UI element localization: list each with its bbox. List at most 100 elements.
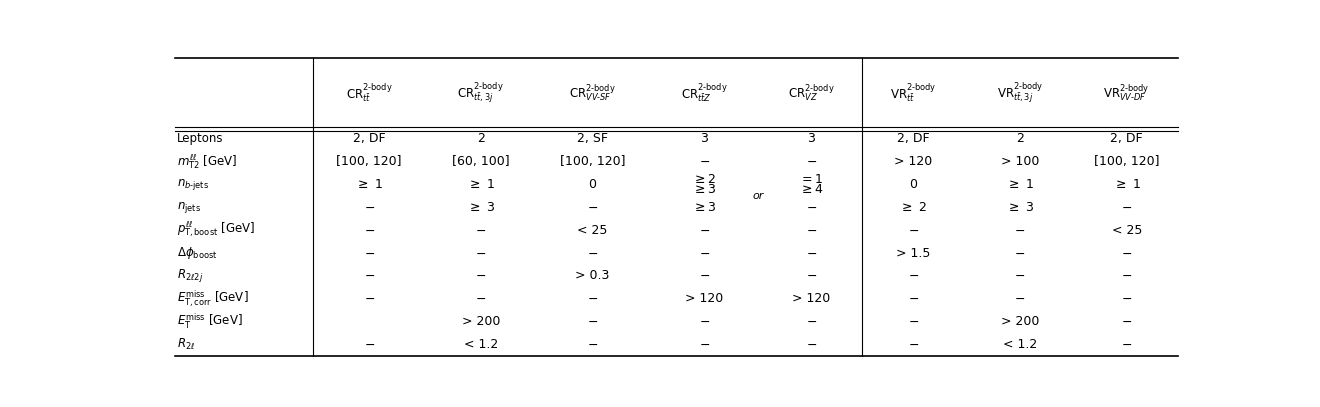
Text: $p^{\ell\ell}_{\mathrm{T,boost}}$ [GeV]: $p^{\ell\ell}_{\mathrm{T,boost}}$ [GeV] xyxy=(177,220,256,240)
Text: $-$: $-$ xyxy=(698,315,710,328)
Text: $E^{\mathrm{miss}}_{\mathrm{T,corr}}$ [GeV]: $E^{\mathrm{miss}}_{\mathrm{T,corr}}$ [G… xyxy=(177,289,249,309)
Text: $-$: $-$ xyxy=(1014,269,1026,282)
Text: $-$: $-$ xyxy=(908,269,919,282)
Text: $\geq$ 3: $\geq$ 3 xyxy=(1006,201,1034,214)
Text: CR$^{\mathrm{2\text{-}body}}_{t\bar{t}}$: CR$^{\mathrm{2\text{-}body}}_{t\bar{t}}$ xyxy=(346,81,392,104)
Text: CR$^{\mathrm{2\text{-}body}}_{t\bar{t}Z}$: CR$^{\mathrm{2\text{-}body}}_{t\bar{t}Z}… xyxy=(681,81,727,104)
Text: $\geq$ 1: $\geq$ 1 xyxy=(1113,178,1140,191)
Text: $= 1$: $= 1$ xyxy=(799,173,824,186)
Text: $-$: $-$ xyxy=(805,338,817,351)
Text: $-$: $-$ xyxy=(475,269,487,282)
Text: $-$: $-$ xyxy=(363,269,375,282)
Text: CR$^{\mathrm{2\text{-}body}}_{VZ}$: CR$^{\mathrm{2\text{-}body}}_{VZ}$ xyxy=(788,82,834,103)
Text: 2, DF: 2, DF xyxy=(1110,132,1143,145)
Text: $-$: $-$ xyxy=(1121,338,1133,351)
Text: or: or xyxy=(752,191,763,201)
Text: $\geq 4$: $\geq 4$ xyxy=(799,183,824,196)
Text: > 120: > 120 xyxy=(685,292,723,305)
Text: $-$: $-$ xyxy=(1121,315,1133,328)
Text: $n_{b\text{-jets}}$: $n_{b\text{-jets}}$ xyxy=(177,177,210,192)
Text: $-$: $-$ xyxy=(587,315,598,328)
Text: $\Delta\phi_{\mathrm{boost}}$: $\Delta\phi_{\mathrm{boost}}$ xyxy=(177,245,218,261)
Text: $-$: $-$ xyxy=(805,247,817,260)
Text: > 200: > 200 xyxy=(1001,315,1039,328)
Text: 0: 0 xyxy=(589,178,597,191)
Text: $-$: $-$ xyxy=(363,223,375,236)
Text: CR$^{\mathrm{2\text{-}body}}_{t\bar{t},3j}$: CR$^{\mathrm{2\text{-}body}}_{t\bar{t},3… xyxy=(458,81,504,105)
Text: 2: 2 xyxy=(477,132,484,145)
Text: $-$: $-$ xyxy=(363,247,375,260)
Text: $-$: $-$ xyxy=(363,338,375,351)
Text: [100, 120]: [100, 120] xyxy=(337,155,401,168)
Text: $n_{\mathrm{jets}}$: $n_{\mathrm{jets}}$ xyxy=(177,200,201,215)
Text: $-$: $-$ xyxy=(908,292,919,305)
Text: $-$: $-$ xyxy=(1121,201,1133,214)
Text: $-$: $-$ xyxy=(908,315,919,328)
Text: > 120: > 120 xyxy=(792,292,830,305)
Text: $-$: $-$ xyxy=(475,292,487,305)
Text: $-$: $-$ xyxy=(805,269,817,282)
Text: $\geq$ 2: $\geq$ 2 xyxy=(899,201,927,214)
Text: < 1.2: < 1.2 xyxy=(1003,338,1038,351)
Text: $-$: $-$ xyxy=(698,223,710,236)
Text: CR$^{\mathrm{2\text{-}body}}_{VV\text{-}SF}$: CR$^{\mathrm{2\text{-}body}}_{VV\text{-}… xyxy=(569,82,616,103)
Text: [60, 100]: [60, 100] xyxy=(451,155,510,168)
Text: < 25: < 25 xyxy=(577,223,607,236)
Text: $-$: $-$ xyxy=(805,223,817,236)
Text: $\geq 3$: $\geq 3$ xyxy=(692,183,717,196)
Text: $-$: $-$ xyxy=(805,155,817,168)
Text: $-$: $-$ xyxy=(1121,269,1133,282)
Text: $-$: $-$ xyxy=(1121,292,1133,305)
Text: > 200: > 200 xyxy=(462,315,500,328)
Text: $\geq 2$: $\geq 2$ xyxy=(692,173,717,186)
Text: $-$: $-$ xyxy=(698,155,710,168)
Text: VR$^{\mathrm{2\text{-}body}}_{VV\text{-}DF}$: VR$^{\mathrm{2\text{-}body}}_{VV\text{-}… xyxy=(1104,82,1150,103)
Text: $-$: $-$ xyxy=(698,247,710,260)
Text: $-$: $-$ xyxy=(587,338,598,351)
Text: $m^{\ell\ell}_{\mathrm{T2}}$ [GeV]: $m^{\ell\ell}_{\mathrm{T2}}$ [GeV] xyxy=(177,152,238,171)
Text: $-$: $-$ xyxy=(587,247,598,260)
Text: $-$: $-$ xyxy=(698,338,710,351)
Text: 0: 0 xyxy=(909,178,917,191)
Text: VR$^{\mathrm{2\text{-}body}}_{t\bar{t},3j}$: VR$^{\mathrm{2\text{-}body}}_{t\bar{t},3… xyxy=(997,81,1043,105)
Text: $-$: $-$ xyxy=(363,201,375,214)
Text: 3: 3 xyxy=(807,132,814,145)
Text: $-$: $-$ xyxy=(1014,292,1026,305)
Text: [100, 120]: [100, 120] xyxy=(1094,155,1159,168)
Text: $\geq$ 1: $\geq$ 1 xyxy=(1006,178,1034,191)
Text: $\geq$ 3: $\geq$ 3 xyxy=(467,201,495,214)
Text: 2, SF: 2, SF xyxy=(577,132,609,145)
Text: > 0.3: > 0.3 xyxy=(576,269,610,282)
Text: $-$: $-$ xyxy=(475,223,487,236)
Text: VR$^{\mathrm{2\text{-}body}}_{t\bar{t}}$: VR$^{\mathrm{2\text{-}body}}_{t\bar{t}}$ xyxy=(890,81,936,104)
Text: Leptons: Leptons xyxy=(177,132,224,145)
Text: $E^{\mathrm{miss}}_{\mathrm{T}}$ [GeV]: $E^{\mathrm{miss}}_{\mathrm{T}}$ [GeV] xyxy=(177,312,243,331)
Text: > 120: > 120 xyxy=(894,155,932,168)
Text: $-$: $-$ xyxy=(363,292,375,305)
Text: $-$: $-$ xyxy=(698,269,710,282)
Text: < 1.2: < 1.2 xyxy=(463,338,498,351)
Text: $\geq 3$: $\geq 3$ xyxy=(692,201,717,214)
Text: $-$: $-$ xyxy=(908,338,919,351)
Text: $-$: $-$ xyxy=(805,315,817,328)
Text: $R_{2\ell 2j}$: $R_{2\ell 2j}$ xyxy=(177,267,203,284)
Text: $\geq$ 1: $\geq$ 1 xyxy=(467,178,495,191)
Text: $-$: $-$ xyxy=(908,223,919,236)
Text: $-$: $-$ xyxy=(805,201,817,214)
Text: 3: 3 xyxy=(701,132,709,145)
Text: 2: 2 xyxy=(1016,132,1024,145)
Text: [100, 120]: [100, 120] xyxy=(560,155,626,168)
Text: $-$: $-$ xyxy=(1121,247,1133,260)
Text: $-$: $-$ xyxy=(1014,223,1026,236)
Text: $\geq$ 1: $\geq$ 1 xyxy=(355,178,383,191)
Text: $-$: $-$ xyxy=(587,292,598,305)
Text: $-$: $-$ xyxy=(475,247,487,260)
Text: < 25: < 25 xyxy=(1111,223,1142,236)
Text: > 100: > 100 xyxy=(1001,155,1039,168)
Text: 2, DF: 2, DF xyxy=(352,132,385,145)
Text: $-$: $-$ xyxy=(587,201,598,214)
Text: $R_{2\ell}$: $R_{2\ell}$ xyxy=(177,337,195,352)
Text: $-$: $-$ xyxy=(1014,247,1026,260)
Text: 2, DF: 2, DF xyxy=(896,132,929,145)
Text: > 1.5: > 1.5 xyxy=(896,247,931,260)
